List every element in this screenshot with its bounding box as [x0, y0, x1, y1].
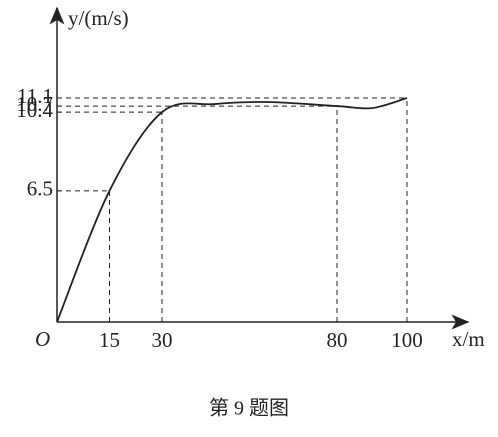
y-tick-label: 10.4: [16, 98, 53, 122]
x-tick-label: 30: [152, 328, 173, 352]
x-tick-label: 80: [327, 328, 348, 352]
curve: [56, 97, 408, 323]
x-axis-label: x/m: [452, 327, 485, 351]
x-tick-label: 15: [99, 328, 120, 352]
y-tick-label: 11.1: [17, 84, 53, 108]
x-tick-label: 100: [391, 328, 423, 352]
y-tick-label: 6.5: [27, 177, 53, 201]
caption: 第 9 题图: [209, 397, 289, 420]
y-tick-label: 10.7: [16, 92, 53, 116]
origin-label: O: [35, 327, 50, 351]
y-axis-label: y/(m/s): [68, 6, 129, 30]
